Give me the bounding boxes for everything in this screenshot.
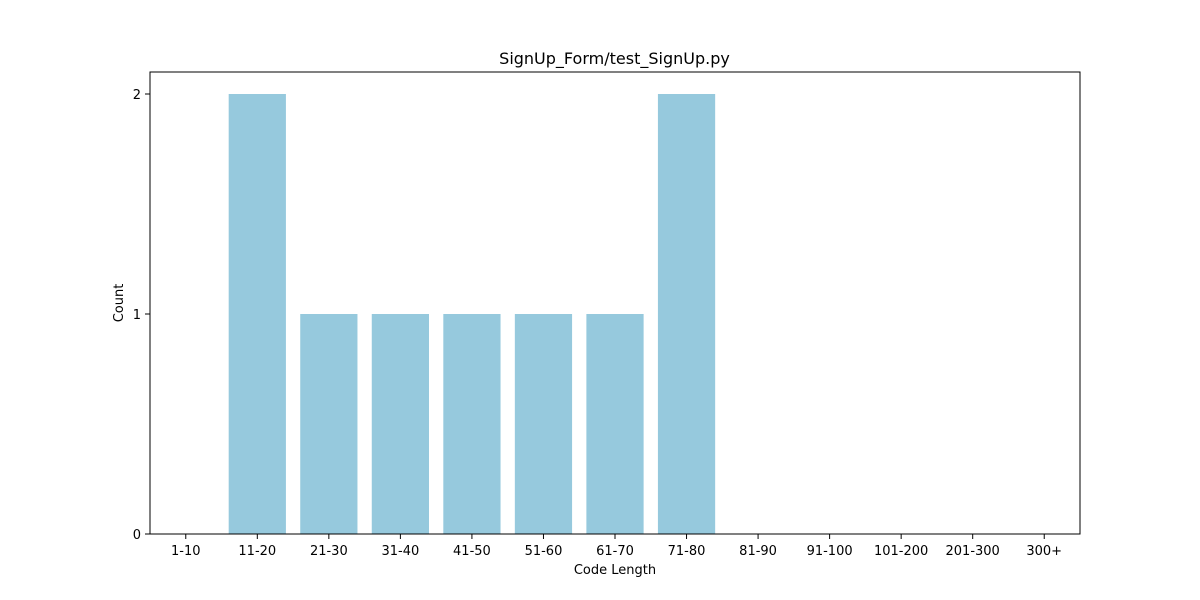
bar-11-20 <box>228 94 286 534</box>
bar-31-40 <box>371 314 429 534</box>
x-tick-label: 61-70 <box>596 544 634 559</box>
x-tick-label: 101-200 <box>874 544 928 559</box>
y-tick-label: 1 <box>133 308 141 323</box>
x-axis: 1-10 11-20 21-30 31-40 41-50 51-60 61-70 71-80 8… <box>171 534 1062 559</box>
x-tick-label: 81-90 <box>739 544 777 559</box>
y-axis: 0 1 2 <box>133 88 150 543</box>
x-tick-label: 300+ <box>1026 544 1062 559</box>
x-tick-label: 91-100 <box>807 544 853 559</box>
y-tick-label: 0 <box>133 528 141 543</box>
x-axis-label: Code Length <box>574 563 656 578</box>
bar-21-30 <box>300 314 358 534</box>
x-tick-label: 201-300 <box>946 544 1000 559</box>
bars-layer <box>228 94 716 534</box>
bar-41-50 <box>443 314 501 534</box>
x-tick-label: 1-10 <box>171 544 201 559</box>
x-tick-label: 31-40 <box>381 544 419 559</box>
x-tick-label: 21-30 <box>310 544 348 559</box>
bar-61-70 <box>586 314 644 534</box>
bar-51-60 <box>514 314 573 534</box>
x-tick-label: 51-60 <box>525 544 563 559</box>
chart-title: SignUp_Form/test_SignUp.py <box>499 49 730 69</box>
x-tick-label: 71-80 <box>668 544 706 559</box>
x-tick-label: 11-20 <box>238 544 276 559</box>
bar-71-80 <box>657 94 716 534</box>
y-axis-label: Count <box>112 284 127 323</box>
y-tick-label: 2 <box>133 88 141 103</box>
x-tick-label: 41-50 <box>453 544 491 559</box>
